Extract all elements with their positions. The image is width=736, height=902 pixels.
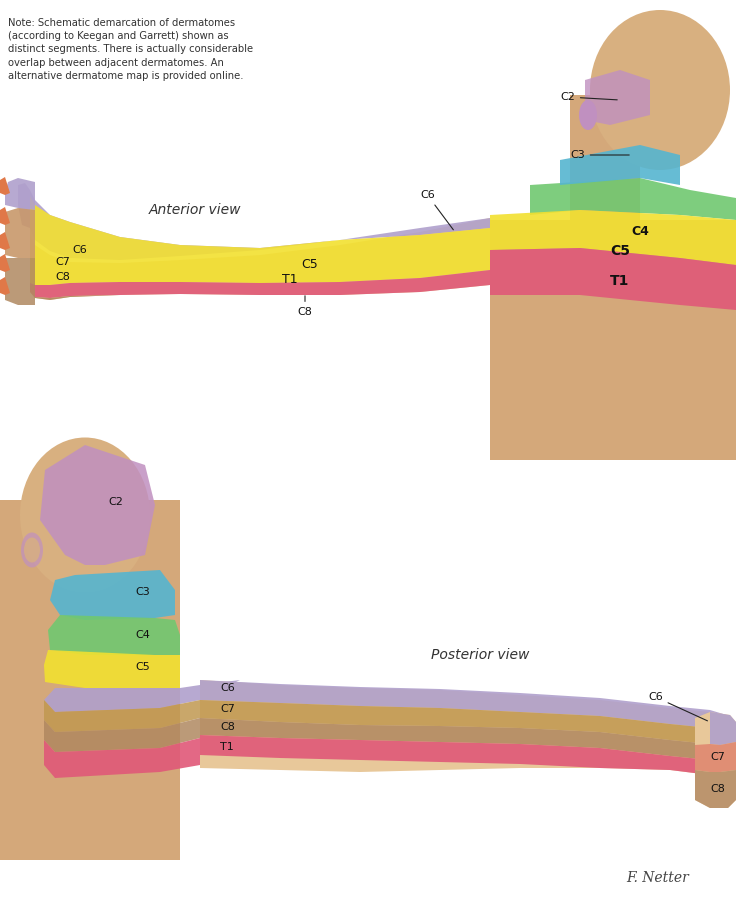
Polygon shape xyxy=(200,700,730,750)
Polygon shape xyxy=(200,735,730,780)
Polygon shape xyxy=(200,718,730,765)
Text: Anterior view: Anterior view xyxy=(149,203,241,217)
Polygon shape xyxy=(30,270,490,298)
Text: C2: C2 xyxy=(108,497,123,507)
Text: C4: C4 xyxy=(135,630,150,640)
Text: C7: C7 xyxy=(55,257,70,267)
Polygon shape xyxy=(44,738,200,778)
Text: C3: C3 xyxy=(570,150,629,160)
Polygon shape xyxy=(570,95,640,220)
Ellipse shape xyxy=(21,532,43,567)
Polygon shape xyxy=(0,254,10,272)
Text: C8: C8 xyxy=(297,296,313,317)
Polygon shape xyxy=(30,285,490,300)
Text: C8: C8 xyxy=(710,784,725,794)
Polygon shape xyxy=(0,207,10,225)
Text: C4: C4 xyxy=(631,225,649,238)
Polygon shape xyxy=(0,500,180,860)
Text: F. Netter: F. Netter xyxy=(626,871,690,885)
Polygon shape xyxy=(695,742,736,772)
Polygon shape xyxy=(44,650,180,688)
Polygon shape xyxy=(530,178,736,220)
Polygon shape xyxy=(40,445,155,565)
Text: C6: C6 xyxy=(72,245,87,255)
Text: Posterior view: Posterior view xyxy=(431,648,529,662)
Text: C6: C6 xyxy=(420,190,453,230)
Text: C6: C6 xyxy=(220,683,235,693)
Polygon shape xyxy=(5,208,35,258)
Polygon shape xyxy=(0,232,10,250)
Polygon shape xyxy=(30,218,490,300)
Text: C7: C7 xyxy=(710,752,725,762)
Polygon shape xyxy=(50,570,175,620)
Polygon shape xyxy=(560,145,680,185)
Polygon shape xyxy=(585,70,650,125)
Polygon shape xyxy=(0,765,180,860)
Text: Note: Schematic demarcation of dermatomes
(according to Keegan and Garrett) show: Note: Schematic demarcation of dermatome… xyxy=(8,18,253,81)
Ellipse shape xyxy=(590,10,730,170)
Text: T1: T1 xyxy=(220,742,234,752)
Text: C6: C6 xyxy=(648,692,707,721)
Polygon shape xyxy=(44,680,240,712)
Polygon shape xyxy=(48,615,180,655)
Text: C5: C5 xyxy=(302,258,319,271)
Text: C2: C2 xyxy=(560,92,618,102)
Polygon shape xyxy=(695,770,736,808)
Polygon shape xyxy=(200,680,730,780)
Polygon shape xyxy=(18,183,490,260)
Text: C8: C8 xyxy=(220,722,235,732)
Text: C3: C3 xyxy=(135,587,149,597)
Ellipse shape xyxy=(24,538,40,563)
Polygon shape xyxy=(44,700,200,732)
Polygon shape xyxy=(5,258,35,305)
Polygon shape xyxy=(44,718,200,752)
Polygon shape xyxy=(0,277,10,295)
Polygon shape xyxy=(200,680,730,734)
Text: C7: C7 xyxy=(220,704,235,714)
Polygon shape xyxy=(695,712,736,808)
Polygon shape xyxy=(490,248,736,310)
Polygon shape xyxy=(490,210,736,265)
Text: C5: C5 xyxy=(610,244,630,258)
Text: T1: T1 xyxy=(282,273,298,286)
Ellipse shape xyxy=(20,437,150,593)
Polygon shape xyxy=(710,712,736,745)
Text: C8: C8 xyxy=(55,272,70,282)
Polygon shape xyxy=(30,196,490,285)
Polygon shape xyxy=(490,220,736,460)
Polygon shape xyxy=(0,177,10,195)
Polygon shape xyxy=(5,178,35,210)
Polygon shape xyxy=(490,295,736,460)
Text: C5: C5 xyxy=(135,662,149,672)
Text: T1: T1 xyxy=(610,274,630,288)
Ellipse shape xyxy=(579,100,597,130)
